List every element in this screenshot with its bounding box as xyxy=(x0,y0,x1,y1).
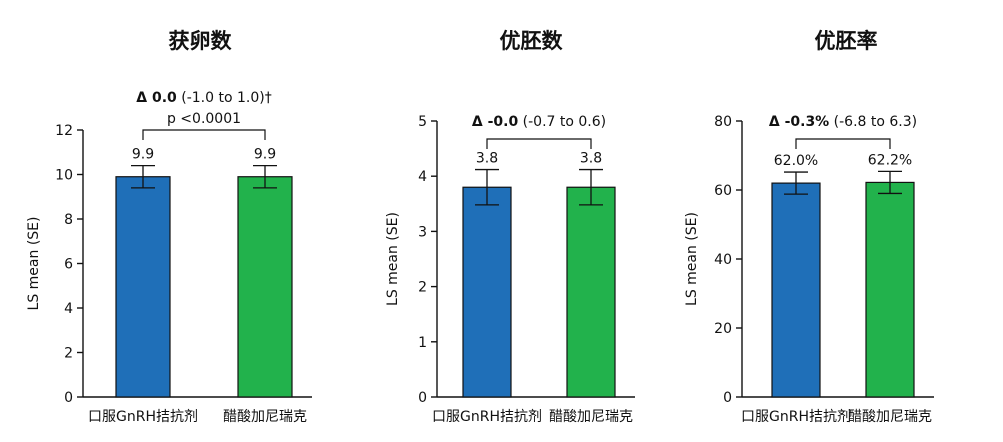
bar xyxy=(115,176,171,398)
data-label: 9.9 xyxy=(254,147,276,163)
y-tick-label: 1 xyxy=(418,335,427,351)
y-tick-label: 12 xyxy=(55,123,73,139)
chart-panel-2: 优胚数 0 1 2 3 4 5 LS mean (SE) 3.8 口服GnRH拮抗剂 3.8 醋酸加尼… xyxy=(385,29,635,425)
x-tick-label: 醋酸加尼瑞克 xyxy=(223,409,307,425)
chart-title: 获卵数 xyxy=(169,29,233,53)
y-tick-label: 0 xyxy=(64,390,73,406)
comparison-bracket xyxy=(142,129,266,140)
delta-value: Δ -0.0 xyxy=(472,114,519,130)
y-tick-label: 2 xyxy=(418,280,427,296)
chart-panel-1: 获卵数 0 2 4 6 8 10 12 LS mean (SE) 9.9 口服GnRH拮抗剂 9.9 醋… xyxy=(26,29,312,425)
y-tick-label: 40 xyxy=(714,252,732,268)
data-label: 3.8 xyxy=(580,151,602,167)
delta-annotation: Δ 0.0 (-1.0 to 1.0)† xyxy=(136,90,271,106)
y-axis-label: LS mean (SE) xyxy=(684,212,700,306)
data-label: 62.2% xyxy=(868,152,912,168)
y-axis-label: LS mean (SE) xyxy=(26,217,42,311)
comparison-bracket xyxy=(795,138,891,149)
delta-annotation: Δ -0.3% (-6.8 to 6.3) xyxy=(769,114,917,130)
x-tick-label: 醋酸加尼瑞克 xyxy=(549,409,633,425)
data-label: 62.0% xyxy=(774,153,818,169)
x-tick-label: 口服GnRH拮抗剂 xyxy=(741,409,851,425)
x-tick-label: 口服GnRH拮抗剂 xyxy=(432,409,542,425)
bar xyxy=(237,176,293,398)
data-label: 9.9 xyxy=(132,147,154,163)
comparison-bracket xyxy=(486,138,592,149)
bar xyxy=(462,186,512,398)
x-tick-label: 醋酸加尼瑞克 xyxy=(848,409,932,425)
y-tick-label: 3 xyxy=(418,224,427,240)
y-tick-label: 8 xyxy=(64,212,73,228)
delta-annotation: Δ -0.0 (-0.7 to 0.6) xyxy=(472,114,606,130)
y-tick-label: 0 xyxy=(723,390,732,406)
delta-value: Δ 0.0 xyxy=(136,90,177,106)
y-tick-label: 4 xyxy=(64,301,73,317)
delta-ci: (-6.8 to 6.3) xyxy=(829,114,917,130)
y-tick-label: 2 xyxy=(64,346,73,362)
y-tick-label: 60 xyxy=(714,183,732,199)
y-axis-label: LS mean (SE) xyxy=(385,212,401,306)
chart-title: 优胚率 xyxy=(815,29,878,53)
y-tick-label: 5 xyxy=(418,114,427,130)
bar xyxy=(865,181,915,398)
y-tick-label: 20 xyxy=(714,321,732,337)
chart-title: 优胚数 xyxy=(500,29,564,53)
delta-ci: (-0.7 to 0.6) xyxy=(518,114,606,130)
delta-ci: (-1.0 to 1.0)† xyxy=(177,90,272,106)
p-value-label: p <0.0001 xyxy=(167,111,241,127)
bar xyxy=(566,186,616,398)
x-tick-label: 口服GnRH拮抗剂 xyxy=(88,409,198,425)
data-label: 3.8 xyxy=(476,151,498,167)
bar xyxy=(771,182,821,398)
y-tick-label: 4 xyxy=(418,169,427,185)
chart-panel-3: 优胚率 0 20 40 60 80 LS mean (SE) 62.0% 口服GnRH拮抗剂 62… xyxy=(684,29,934,425)
y-tick-label: 6 xyxy=(64,257,73,273)
y-tick-label: 80 xyxy=(714,114,732,130)
y-tick-label: 10 xyxy=(55,168,73,184)
delta-value: Δ -0.3% xyxy=(769,114,829,130)
y-tick-label: 0 xyxy=(418,390,427,406)
